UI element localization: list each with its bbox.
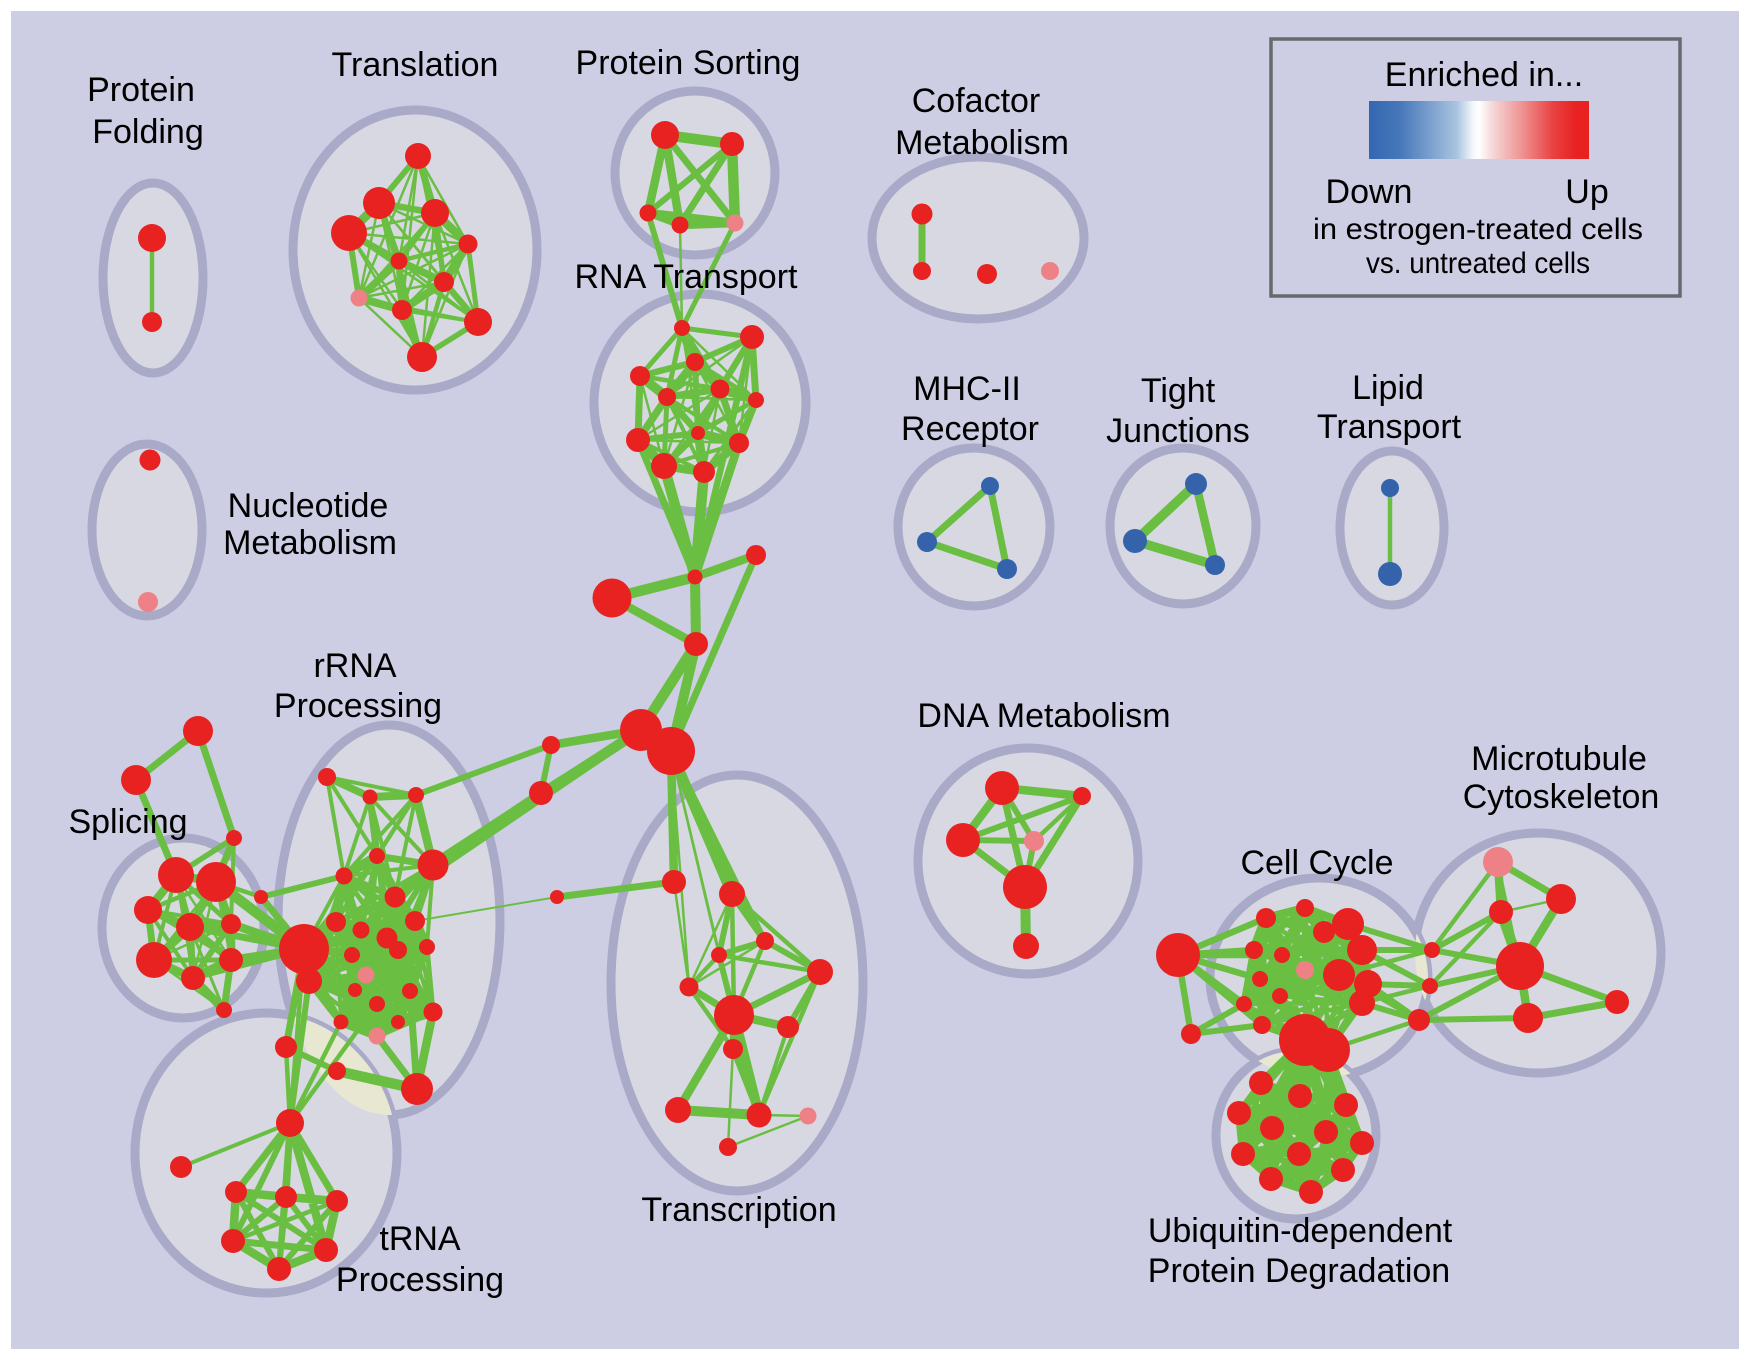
svg-text:Processing: Processing (336, 1261, 504, 1299)
svg-text:Receptor: Receptor (901, 410, 1039, 448)
svg-text:MHC-II: MHC-II (913, 370, 1021, 408)
svg-text:Splicing: Splicing (68, 803, 187, 841)
svg-text:Protein: Protein (87, 71, 195, 109)
svg-text:vs. untreated cells: vs. untreated cells (1366, 247, 1590, 280)
svg-text:Cofactor: Cofactor (912, 82, 1041, 120)
svg-text:RNA Transport: RNA Transport (575, 258, 799, 296)
svg-text:Lipid: Lipid (1352, 369, 1424, 407)
svg-text:Ubiquitin-dependent: Ubiquitin-dependent (1148, 1212, 1453, 1250)
svg-text:Down: Down (1326, 173, 1413, 211)
svg-text:Nucleotide: Nucleotide (228, 487, 389, 525)
svg-text:DNA Metabolism: DNA Metabolism (917, 697, 1170, 735)
svg-text:tRNA: tRNA (379, 1220, 461, 1258)
svg-text:Transcription: Transcription (641, 1191, 836, 1229)
svg-text:Protein Degradation: Protein Degradation (1148, 1252, 1450, 1290)
svg-text:Transport: Transport (1317, 408, 1462, 446)
svg-text:rRNA: rRNA (313, 647, 396, 685)
svg-text:Junctions: Junctions (1106, 412, 1250, 450)
svg-text:Up: Up (1565, 173, 1608, 211)
svg-text:Cell Cycle: Cell Cycle (1240, 844, 1393, 882)
svg-text:Tight: Tight (1141, 372, 1216, 410)
svg-text:Translation: Translation (332, 46, 499, 84)
svg-text:Metabolism: Metabolism (895, 124, 1069, 162)
svg-text:Metabolism: Metabolism (223, 524, 397, 562)
svg-text:Microtubule: Microtubule (1471, 740, 1647, 778)
svg-text:Processing: Processing (274, 687, 442, 725)
svg-text:Enriched in...: Enriched in... (1385, 56, 1583, 94)
svg-text:Cytoskeleton: Cytoskeleton (1463, 778, 1660, 816)
svg-text:Folding: Folding (92, 113, 204, 151)
svg-text:in estrogen-treated cells: in estrogen-treated cells (1313, 213, 1643, 246)
svg-text:Protein Sorting: Protein Sorting (576, 44, 801, 82)
